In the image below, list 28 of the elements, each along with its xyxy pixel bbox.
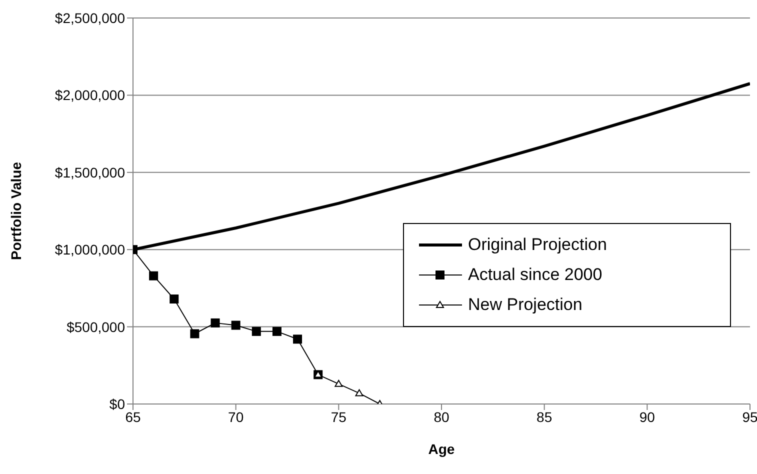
y-tick-label: $2,000,000: [54, 87, 126, 104]
legend-label: Actual since 2000: [468, 265, 602, 285]
x-axis-title: Age: [428, 441, 455, 457]
x-tick-label: 65: [125, 408, 141, 425]
legend-label: New Projection: [468, 295, 582, 315]
y-tick-label: $1,000,000: [54, 242, 126, 258]
point: [190, 329, 200, 338]
point: [149, 271, 158, 280]
x-tick-label: 70: [228, 408, 244, 425]
x-tick-label: 90: [639, 408, 656, 425]
x-tick-label: 85: [536, 408, 552, 425]
y-tick-label: $2,500,000: [54, 10, 126, 26]
y-axis-title: Portfolio Value: [8, 162, 24, 260]
point: [252, 326, 261, 336]
point: [272, 326, 282, 336]
legend-label: Original Projection: [468, 235, 607, 255]
point: [210, 318, 220, 328]
x-tick-label: 80: [434, 408, 450, 425]
point: [293, 334, 302, 344]
x-tick-label: 75: [330, 408, 347, 425]
point: [231, 320, 240, 330]
y-tick-label: $0: [109, 396, 126, 412]
y-tick-label: $1,500,000: [54, 164, 126, 180]
point: [334, 380, 343, 387]
x-tick-label: 95: [742, 408, 757, 425]
y-tick-label: $500,000: [66, 318, 126, 335]
point: [355, 389, 364, 396]
point: [170, 294, 179, 304]
